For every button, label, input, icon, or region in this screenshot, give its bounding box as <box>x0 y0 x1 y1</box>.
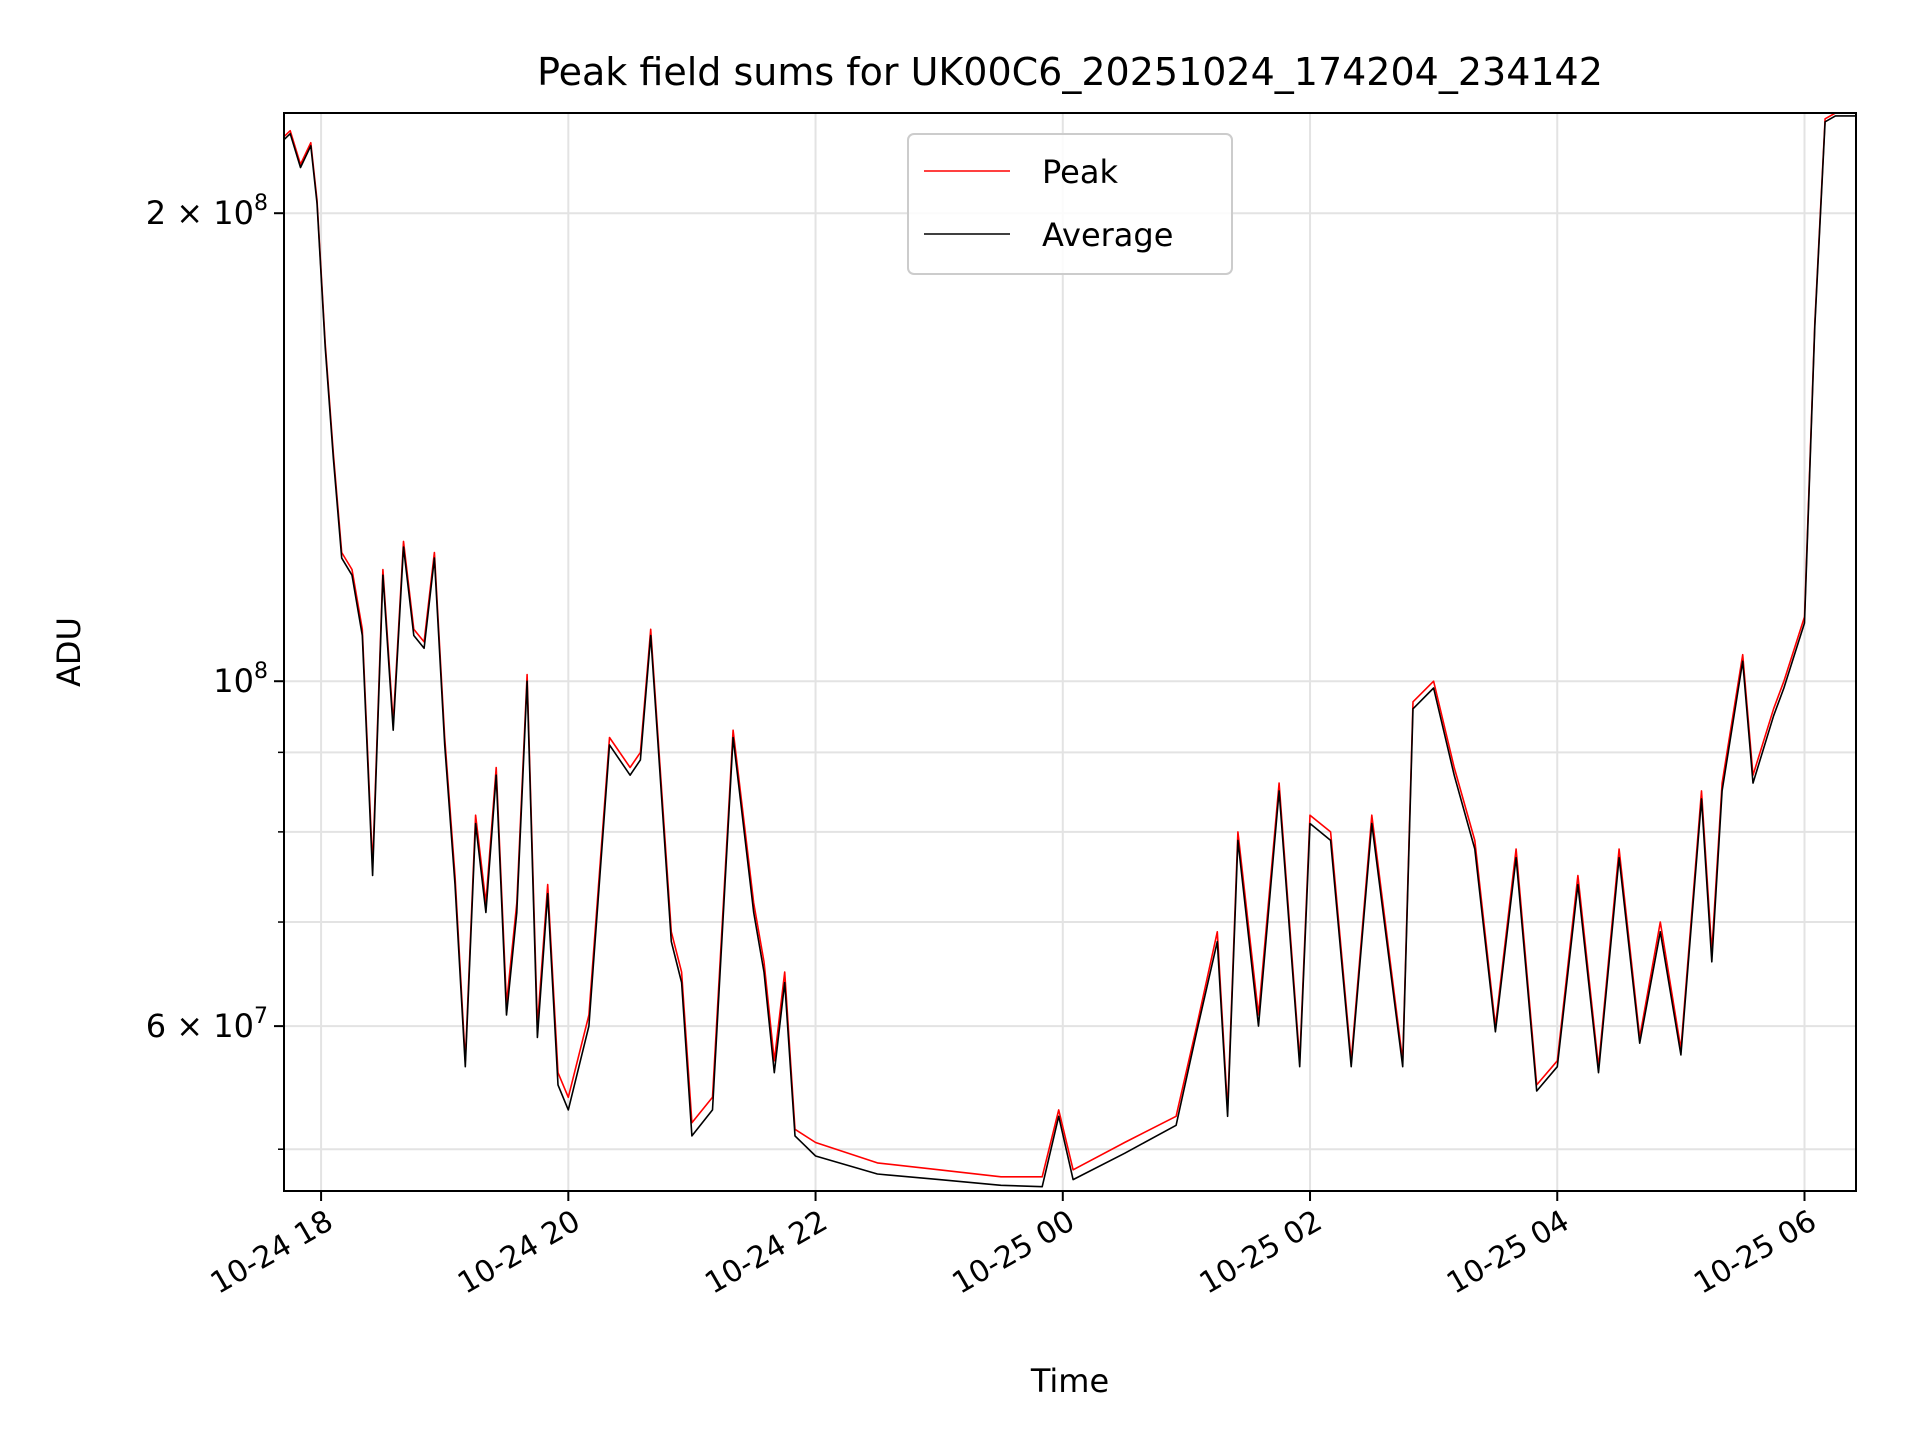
series-line-average <box>284 115 1856 1188</box>
x-axis-label: Time <box>1030 1362 1109 1400</box>
y-tick-label-exponent: 7 <box>254 1004 268 1029</box>
y-tick-label-exponent: 8 <box>254 659 268 684</box>
y-tick-label-exponent: 8 <box>254 191 268 216</box>
y-tick-label-base: 10 <box>213 662 254 700</box>
y-tick-label: 2 × 108 <box>146 191 268 232</box>
legend-label-peak: Peak <box>1042 153 1118 191</box>
legend: Peak Average <box>907 133 1233 275</box>
plot-frame <box>283 112 1857 1192</box>
y-tick-label-base: 2 × 10 <box>146 194 254 232</box>
y-axis-label: ADU <box>50 617 88 687</box>
legend-box <box>907 133 1233 275</box>
y-tick-label: 6 × 107 <box>146 1004 268 1045</box>
y-tick-label-base: 6 × 10 <box>146 1007 254 1045</box>
y-tick-label: 108 <box>213 659 268 700</box>
legend-label-average: Average <box>1042 216 1173 254</box>
series-layer <box>284 113 1856 1188</box>
chart-title: Peak field sums for UK00C6_20251024_1742… <box>537 50 1603 94</box>
